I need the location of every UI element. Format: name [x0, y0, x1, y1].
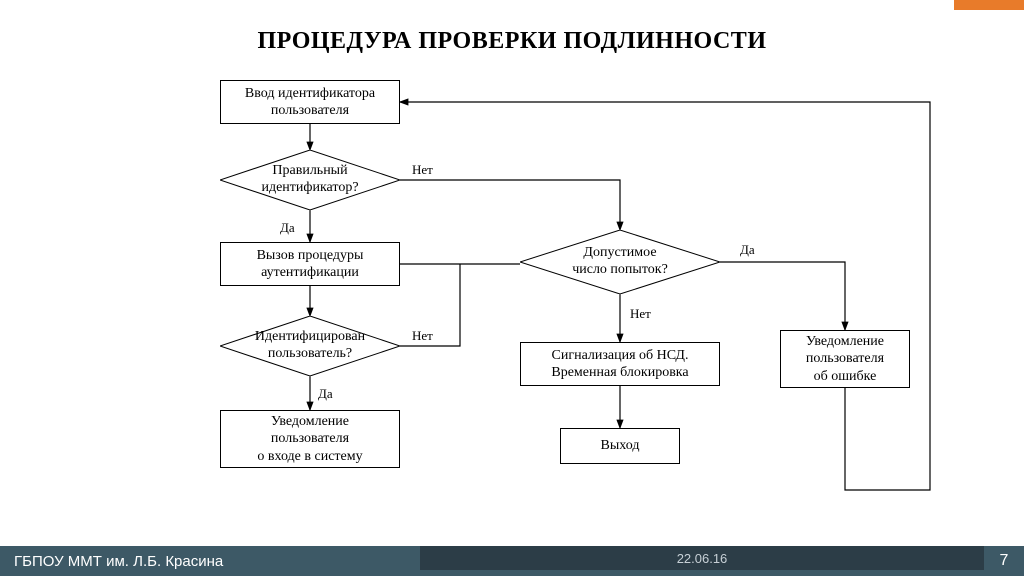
- edge-label: Нет: [412, 328, 433, 344]
- flow-node-n1: Ввод идентификаторапользователя: [220, 80, 400, 124]
- flow-decision-d3: Допустимоечисло попыток?: [520, 230, 720, 294]
- footer-org: ГБПОУ ММТ им. Л.Б. Красина: [0, 546, 434, 576]
- flow-node-n4: Сигнализация об НСД.Временная блокировка: [520, 342, 720, 386]
- footer-bar: ГБПОУ ММТ им. Л.Б. Красина 22.06.16 7: [0, 546, 1024, 576]
- flow-node-n6: Уведомлениепользователяоб ошибке: [780, 330, 910, 388]
- flow-node-n3: Уведомлениепользователяо входе в систему: [220, 410, 400, 468]
- footer-date: 22.06.16: [420, 546, 984, 570]
- flow-decision-d1: Правильныйидентификатор?: [220, 150, 400, 210]
- edge-label: Нет: [630, 306, 651, 322]
- flow-decision-d2: Идентифицированпользователь?: [220, 316, 400, 376]
- top-accent-bar: [954, 0, 1024, 10]
- edge-label: Да: [318, 386, 333, 402]
- edge-label: Нет: [412, 162, 433, 178]
- edge-label: Да: [740, 242, 755, 258]
- edge-label: Да: [280, 220, 295, 236]
- flow-node-n5: Выход: [560, 428, 680, 464]
- page-title: ПРОЦЕДУРА ПРОВЕРКИ ПОДЛИННОСТИ: [0, 28, 1024, 55]
- flowchart-canvas: Ввод идентификаторапользователя Правильны…: [180, 70, 960, 530]
- footer-page-number: 7: [984, 546, 1024, 576]
- flow-node-n2: Вызов процедурыаутентификации: [220, 242, 400, 286]
